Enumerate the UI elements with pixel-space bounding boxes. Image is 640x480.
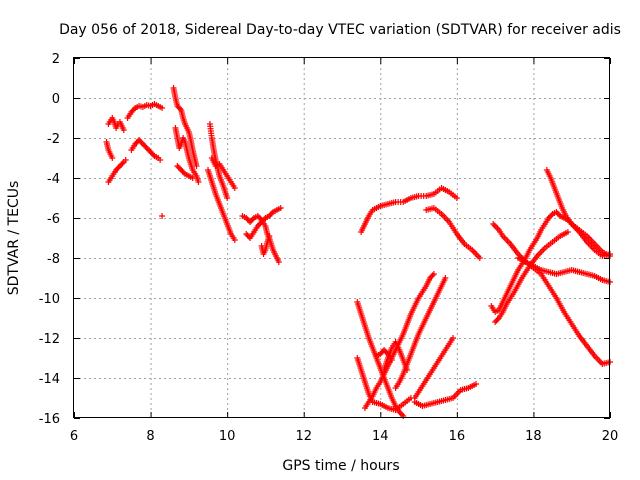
y-tick-label: -2: [47, 132, 60, 147]
data-point: [277, 205, 284, 211]
series-s8: [172, 125, 202, 185]
y-tick-label: -4: [47, 172, 60, 187]
series-s11: [208, 155, 238, 191]
y-tick-label: 2: [52, 52, 60, 67]
data-point: [268, 210, 275, 217]
data-point: [159, 105, 166, 111]
series-s23: [411, 335, 457, 401]
series-s3: [105, 115, 127, 133]
data-point: [266, 233, 273, 239]
marks-layer: [103, 85, 613, 419]
data-point: [249, 216, 256, 223]
data-point: [453, 195, 460, 201]
data-point: [130, 106, 137, 113]
series-s26: [488, 209, 613, 315]
data-point: [494, 316, 501, 323]
x-tick-label: 14: [372, 429, 389, 444]
data-point: [564, 229, 571, 235]
series-s4: [124, 101, 166, 121]
y-axis-label: SDTVAR / TECUs: [6, 181, 22, 296]
data-point: [548, 212, 555, 219]
x-tick-label: 10: [219, 429, 236, 444]
plot-frame: [73, 57, 610, 418]
series-s14: [243, 205, 284, 241]
data-point: [429, 272, 436, 279]
data-point: [398, 411, 405, 418]
data-point: [176, 105, 183, 112]
data-point: [555, 211, 562, 218]
data-point: [231, 237, 238, 243]
series-s16: [358, 185, 460, 235]
data-point: [430, 271, 437, 277]
data-point: [224, 195, 231, 201]
data-point: [157, 157, 164, 163]
series-s18: [354, 299, 407, 419]
series-s12: [205, 167, 238, 243]
data-point: [450, 335, 457, 341]
x-tick-label: 6: [70, 429, 78, 444]
series-s15: [258, 233, 273, 257]
series-s29: [515, 255, 613, 285]
x-tick-label: 8: [146, 429, 154, 444]
x-axis-label: GPS time / hours: [282, 458, 399, 474]
series-s1: [105, 157, 129, 185]
x-tick-label: 12: [295, 429, 312, 444]
data-point: [275, 259, 282, 265]
data-point: [195, 179, 202, 185]
data-point: [473, 381, 479, 387]
series-s2: [103, 139, 116, 161]
series-s25: [373, 347, 395, 363]
y-tick-label: -8: [47, 252, 60, 267]
series-s5: [128, 137, 164, 163]
data-point: [150, 151, 157, 158]
series-s17: [423, 205, 483, 261]
y-tick-label: -10: [39, 292, 60, 307]
data-point: [193, 163, 200, 169]
data-point: [476, 255, 483, 261]
series-s9: [174, 163, 196, 181]
data-point: [120, 127, 127, 133]
y-tick-label: -14: [39, 372, 60, 387]
y-tick-label: -6: [47, 212, 60, 227]
data-point: [261, 216, 268, 223]
data-point: [189, 175, 196, 181]
series-s22: [392, 275, 449, 391]
x-tick-label: 20: [602, 429, 619, 444]
data-point: [442, 275, 449, 281]
data-point: [119, 160, 126, 167]
y-tick-label: 0: [52, 92, 60, 107]
data-point: [159, 213, 166, 219]
series-s6: [159, 213, 166, 219]
data-point: [180, 169, 187, 176]
x-tick-label: 16: [449, 429, 466, 444]
y-tick-label: -12: [39, 332, 60, 347]
y-tick-label: -16: [39, 412, 60, 427]
grid-layer: [74, 58, 610, 418]
data-point: [383, 349, 390, 356]
data-point: [231, 185, 238, 191]
data-point: [122, 157, 129, 163]
series-s10: [206, 121, 231, 201]
series-s24: [411, 381, 479, 409]
x-tick-label: 18: [525, 429, 542, 444]
series-s20: [361, 271, 437, 411]
series-s7: [170, 85, 200, 169]
chart-title: Day 056 of 2018, Sidereal Day-to-day VTE…: [59, 22, 621, 38]
series-s30: [543, 167, 613, 259]
series-s28: [490, 221, 613, 367]
ticks-layer: [74, 58, 611, 419]
data-point: [109, 155, 116, 161]
data-point: [388, 357, 395, 363]
